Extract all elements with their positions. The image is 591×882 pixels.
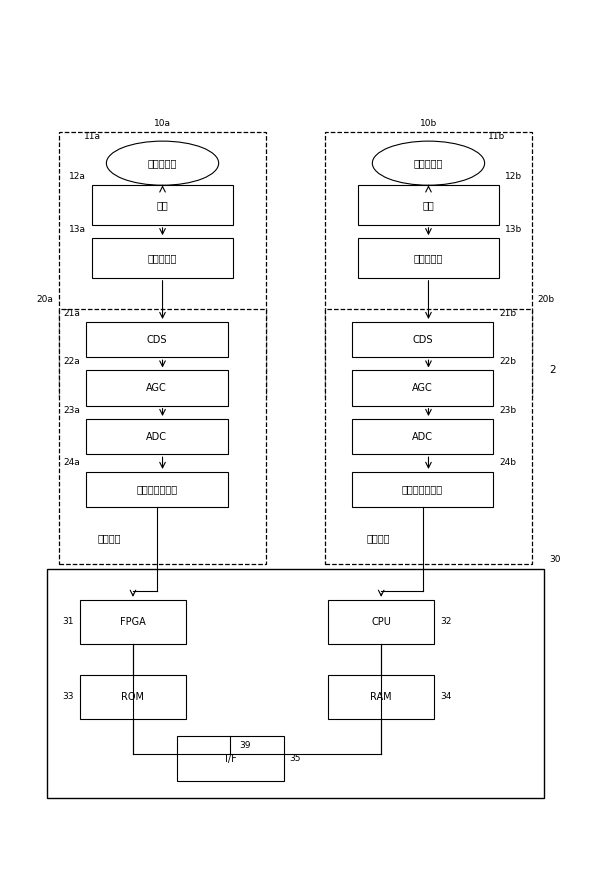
FancyBboxPatch shape <box>86 472 228 507</box>
FancyBboxPatch shape <box>352 472 493 507</box>
Text: ROM: ROM <box>122 691 144 702</box>
Text: 11a: 11a <box>83 132 100 141</box>
Text: FPGA: FPGA <box>120 617 146 627</box>
Text: CDS: CDS <box>413 334 433 345</box>
Text: 10a: 10a <box>154 119 171 128</box>
Ellipse shape <box>372 141 485 185</box>
FancyBboxPatch shape <box>47 569 544 798</box>
Text: 11b: 11b <box>488 132 505 141</box>
Text: 比較画像: 比較画像 <box>366 534 390 543</box>
FancyBboxPatch shape <box>352 322 493 357</box>
Text: 24b: 24b <box>499 459 517 467</box>
FancyBboxPatch shape <box>325 132 532 397</box>
Text: 20b: 20b <box>538 295 555 304</box>
FancyBboxPatch shape <box>80 600 186 644</box>
Text: 30: 30 <box>550 556 561 564</box>
FancyBboxPatch shape <box>59 309 266 564</box>
Text: 絞り: 絞り <box>157 200 168 210</box>
FancyBboxPatch shape <box>92 238 233 278</box>
Text: AGC: AGC <box>412 383 433 393</box>
FancyBboxPatch shape <box>328 675 434 719</box>
Text: 12b: 12b <box>505 172 522 181</box>
Text: 絞り: 絞り <box>423 200 434 210</box>
Text: AGC: AGC <box>146 383 167 393</box>
FancyBboxPatch shape <box>325 309 532 564</box>
Text: 12a: 12a <box>69 172 86 181</box>
Text: ADC: ADC <box>412 431 433 442</box>
Text: I/F: I/F <box>225 753 236 764</box>
FancyBboxPatch shape <box>177 736 284 781</box>
Text: 13a: 13a <box>69 225 86 234</box>
Text: 23b: 23b <box>499 406 517 415</box>
Text: 22a: 22a <box>63 357 80 366</box>
Text: 31: 31 <box>63 617 74 626</box>
Text: 基準画像: 基準画像 <box>98 534 121 543</box>
Text: 画像センサ: 画像センサ <box>148 253 177 263</box>
Text: 撮像レンズ: 撮像レンズ <box>414 158 443 168</box>
Text: 23a: 23a <box>63 406 80 415</box>
Text: 21a: 21a <box>63 309 80 318</box>
Text: CDS: CDS <box>147 334 167 345</box>
Text: 39: 39 <box>239 741 251 750</box>
FancyBboxPatch shape <box>59 132 266 397</box>
Text: 34: 34 <box>440 692 452 701</box>
Text: 32: 32 <box>440 617 452 626</box>
Text: CPU: CPU <box>371 617 391 627</box>
Text: 24a: 24a <box>63 459 80 467</box>
Text: フレームメモリ: フレームメモリ <box>402 484 443 495</box>
Text: 33: 33 <box>63 692 74 701</box>
Ellipse shape <box>106 141 219 185</box>
Text: フレームメモリ: フレームメモリ <box>136 484 177 495</box>
Text: 13b: 13b <box>505 225 522 234</box>
Text: 10b: 10b <box>420 119 437 128</box>
Text: 22b: 22b <box>499 357 517 366</box>
FancyBboxPatch shape <box>92 185 233 225</box>
FancyBboxPatch shape <box>86 370 228 406</box>
Text: 画像センサ: 画像センサ <box>414 253 443 263</box>
Text: 35: 35 <box>290 754 301 763</box>
Text: 撮像レンズ: 撮像レンズ <box>148 158 177 168</box>
FancyBboxPatch shape <box>352 419 493 454</box>
FancyBboxPatch shape <box>358 238 499 278</box>
Text: 2: 2 <box>550 365 556 376</box>
FancyBboxPatch shape <box>358 185 499 225</box>
Text: 20a: 20a <box>36 295 53 304</box>
Text: RAM: RAM <box>371 691 392 702</box>
Text: 21b: 21b <box>499 309 517 318</box>
FancyBboxPatch shape <box>352 370 493 406</box>
Text: ADC: ADC <box>146 431 167 442</box>
FancyBboxPatch shape <box>80 675 186 719</box>
FancyBboxPatch shape <box>86 322 228 357</box>
FancyBboxPatch shape <box>86 419 228 454</box>
FancyBboxPatch shape <box>328 600 434 644</box>
